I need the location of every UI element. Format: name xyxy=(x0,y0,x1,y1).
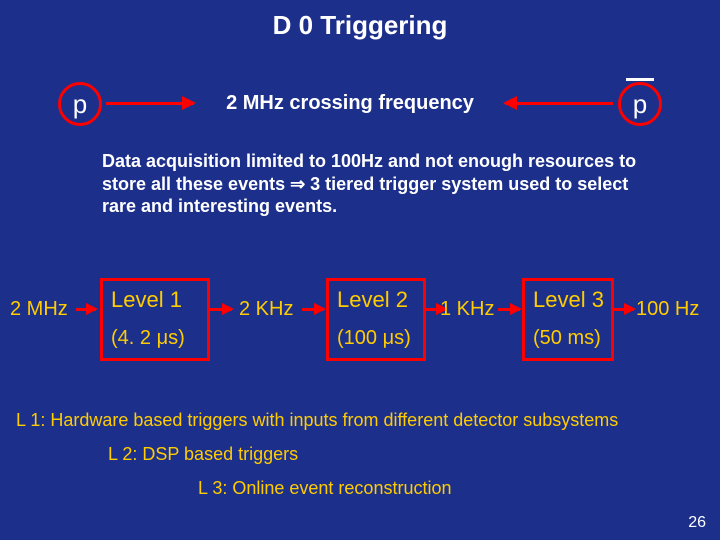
level1-box: Level 1 (4. 2 μs) xyxy=(100,278,210,361)
level3-box: Level 3 (50 ms) xyxy=(522,278,614,361)
arrow-right-icon xyxy=(106,102,194,105)
arrow-left-icon xyxy=(505,102,613,105)
output-rate: 100 Hz xyxy=(636,298,699,321)
level2-name: Level 2 xyxy=(337,287,419,313)
arrow-icon xyxy=(210,308,232,311)
proton-label: p xyxy=(73,89,87,120)
pbar-overline xyxy=(626,78,654,81)
body-text: Data acquisition limited to 100Hz and no… xyxy=(102,150,642,218)
rate-l2-l3: 1 KHz xyxy=(440,298,494,321)
proton-circle: p xyxy=(58,82,102,126)
rate-l1-l2: 2 KHz xyxy=(239,298,293,321)
level3-name: Level 3 xyxy=(533,287,607,313)
crossing-frequency-label: 2 MHz crossing frequency xyxy=(200,92,500,115)
crossing-row: p 2 MHz crossing frequency p xyxy=(0,82,720,142)
antiproton-circle: p xyxy=(618,82,662,126)
level3-time: (50 ms) xyxy=(533,327,607,350)
arrow-icon xyxy=(76,308,96,311)
input-rate: 2 MHz xyxy=(10,298,68,321)
level2-time: (100 μs) xyxy=(337,327,419,350)
level1-name: Level 1 xyxy=(111,287,203,313)
antiproton-label: p xyxy=(633,89,647,120)
page-number: 26 xyxy=(688,514,706,532)
l2-description: L 2: DSP based triggers xyxy=(108,444,298,465)
slide-title: D 0 Triggering xyxy=(0,0,720,41)
arrow-icon xyxy=(614,308,634,311)
level2-box: Level 2 (100 μs) xyxy=(326,278,426,361)
trigger-chain: 2 MHz Level 1 (4. 2 μs) 2 KHz Level 2 (1… xyxy=(0,278,720,378)
arrow-icon xyxy=(302,308,324,311)
l1-description: L 1: Hardware based triggers with inputs… xyxy=(16,410,618,431)
level1-time: (4. 2 μs) xyxy=(111,327,203,350)
l3-description: L 3: Online event reconstruction xyxy=(198,478,451,499)
arrow-icon xyxy=(498,308,520,311)
